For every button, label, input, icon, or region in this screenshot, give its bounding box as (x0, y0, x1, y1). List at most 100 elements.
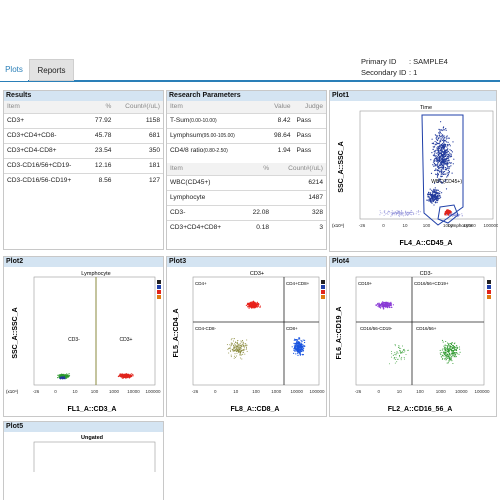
event-dot (443, 345, 445, 347)
table-row[interactable]: T-Sum(0.00-10.00) 8.42 Pass (167, 112, 326, 128)
tab-reports[interactable]: Reports (29, 59, 74, 81)
x-tick-label: 100 (252, 389, 260, 394)
event-dot (440, 139, 442, 141)
plot2-canvas[interactable]: Lymphocyte CD3- CD3+ (x10⁴) -26 0 10 100 100… (4, 267, 165, 417)
event-dot (452, 354, 454, 356)
tab-plots[interactable]: Plots (0, 59, 28, 81)
event-dot (242, 343, 244, 345)
event-dot (434, 150, 436, 152)
plot1-canvas[interactable]: Time WBC(CD45+) Lymphocyte (x10⁴) -26 0 10… (330, 101, 499, 251)
event-dot (443, 358, 446, 360)
event-dot (246, 350, 248, 352)
research-table-2: Item % Count#(/uL) WBC(CD45+) 6214 Lympho… (167, 163, 326, 235)
event-dot (384, 304, 386, 307)
event-dot (433, 182, 436, 184)
event-dot (447, 174, 449, 177)
table-row[interactable]: CD3- 22.08 328 (167, 204, 326, 220)
event-dot (385, 302, 387, 304)
event-dot (398, 211, 400, 213)
event-dot (379, 214, 381, 216)
event-dot (381, 212, 383, 214)
plot3-canvas[interactable]: CD3+ CD4+ CD4+CD8+ CD4-CD8- CD8+ -26 0 10 1… (167, 267, 328, 417)
event-dot (229, 347, 231, 349)
x-tick-label: 1000 (271, 389, 282, 394)
table-row[interactable]: CD3+ 77.92 1158 (4, 112, 163, 128)
table-row[interactable]: CD4/8 ratio(0.80-2.50) 1.94 Pass (167, 142, 326, 158)
table-row[interactable]: Lymphocyte 1487 (167, 189, 326, 205)
event-dot (434, 134, 436, 136)
gate-lymphocyte[interactable] (437, 204, 459, 224)
event-dot (447, 345, 449, 347)
event-dot (436, 135, 438, 138)
event-dot (244, 353, 246, 355)
event-dot (441, 166, 443, 168)
event-dot (399, 355, 401, 357)
event-dot (404, 214, 406, 216)
x-tick-label: 1000 (443, 223, 454, 228)
table-row[interactable]: CD3+CD4+CD8+ 0.18 3 (167, 219, 326, 235)
event-dot (404, 212, 406, 214)
event-dot (396, 358, 398, 360)
event-dot (65, 376, 67, 378)
event-dot (456, 353, 458, 355)
event-dot (413, 213, 415, 215)
event-dot (387, 213, 389, 215)
event-dot (234, 349, 236, 351)
event-dot (450, 353, 452, 355)
event-dot (448, 351, 450, 353)
plot5-canvas[interactable]: Ungated (4, 432, 165, 483)
x-tick-label: -26 (359, 223, 366, 228)
event-dot (234, 347, 236, 349)
col-pct: % (105, 103, 112, 111)
event-dot (438, 134, 441, 137)
table-row[interactable]: Lymphsum(95.00-105.00) 98.64 Pass (167, 127, 326, 143)
event-dot (252, 301, 254, 303)
event-dot (444, 344, 446, 346)
table-row[interactable]: CD3-CD16/56-CD19+ 8.56 127 (4, 172, 163, 188)
event-dot (431, 200, 433, 202)
table-row[interactable]: CD3+CD4-CD8+ 23.54 350 (4, 142, 163, 158)
event-dot (62, 374, 65, 376)
event-dot (300, 344, 302, 346)
event-dot (435, 197, 437, 199)
event-dot (449, 143, 451, 145)
table-row[interactable]: CD3+CD4+CD8- 45.78 681 (4, 127, 163, 143)
event-dot (401, 212, 402, 214)
event-dot (437, 173, 439, 175)
event-dot (385, 305, 387, 307)
event-dot (297, 338, 299, 341)
plot4-canvas[interactable]: CD3- CD19+ CD16/56+CD19+ CD16/56-CD19- C… (330, 267, 498, 417)
event-dot (444, 150, 446, 152)
table-row[interactable]: CD3-CD16/56+CD19- 12.16 181 (4, 157, 163, 173)
x-tick-label: 0 (382, 223, 385, 228)
table-row[interactable]: WBC(CD45+) 6214 (167, 174, 326, 190)
event-dot (396, 361, 398, 363)
event-dot (378, 302, 380, 304)
event-dot (57, 377, 59, 379)
event-dot (438, 143, 441, 145)
event-dot (433, 162, 435, 164)
event-dot (383, 301, 385, 304)
event-dot (447, 173, 449, 176)
event-dot (443, 180, 445, 182)
plot2-subtitle: Lymphocyte (81, 271, 110, 277)
event-dot (384, 210, 386, 212)
event-dot (436, 200, 438, 202)
event-dot (446, 161, 448, 163)
event-dot (230, 351, 232, 352)
gate-wbc[interactable] (421, 114, 464, 226)
event-dot (247, 306, 249, 308)
event-dot (448, 357, 450, 360)
event-dot (450, 349, 452, 351)
event-dot (242, 352, 244, 354)
event-dot (441, 170, 443, 172)
event-dot (62, 377, 64, 379)
event-dot (457, 347, 459, 349)
event-dot (259, 305, 261, 307)
event-dot (442, 168, 444, 170)
event-dot (451, 346, 453, 348)
event-dot (450, 345, 452, 348)
research-title: Research Parameters (167, 91, 326, 101)
plot2-panel: Plot2 Lymphocyte CD3- CD3+ (x10⁴) -26 0 10… (3, 256, 164, 417)
event-dot (405, 210, 407, 212)
